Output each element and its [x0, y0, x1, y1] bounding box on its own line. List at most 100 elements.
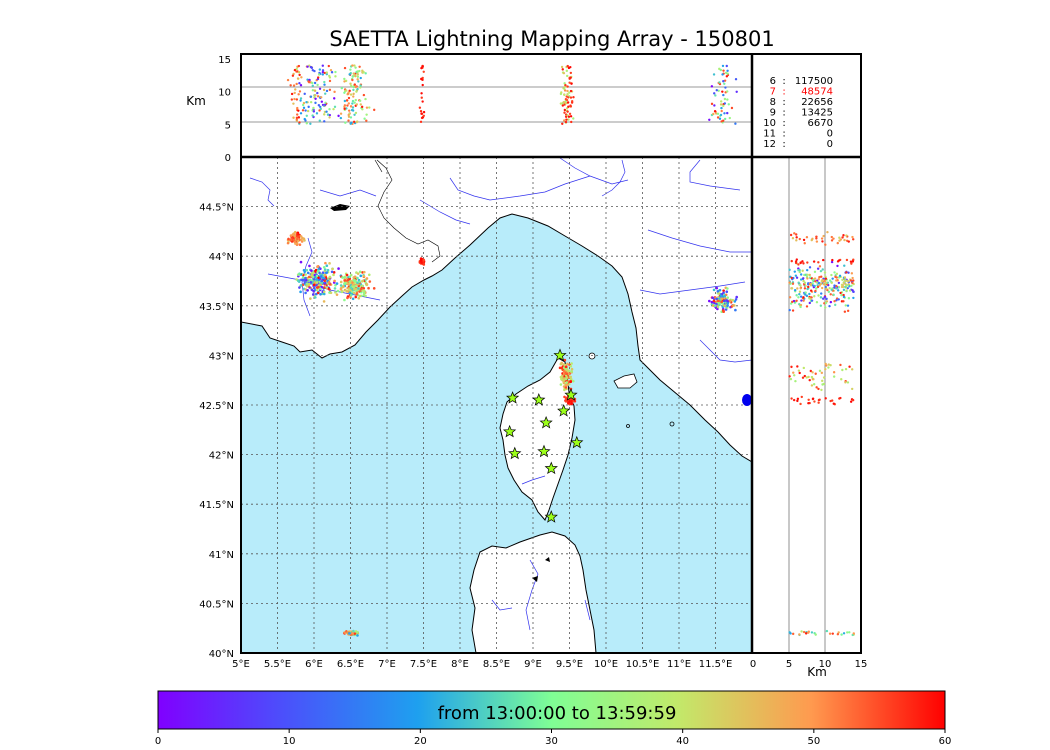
count-separator: : — [782, 129, 785, 140]
lightning-source-alt-lat — [841, 368, 844, 372]
lightning-source-alt-lat — [806, 287, 809, 291]
lightning-source-alt-lat — [838, 236, 841, 239]
lightning-source-alt-lat — [798, 283, 801, 287]
count-row: 9: 13425 — [770, 108, 833, 119]
lightning-source-alt-lat — [843, 264, 846, 267]
lightning-source-lon-alt — [361, 108, 364, 111]
lightning-source-alt-lat — [830, 273, 833, 277]
lightning-source-alt-lat — [795, 258, 799, 261]
lightning-source-alt-lat — [795, 276, 799, 279]
lightning-source-alt-lat — [832, 371, 836, 374]
altitude-lat-x-tick: 5 — [786, 659, 792, 670]
lightning-source-lon-alt — [323, 120, 326, 123]
lightning-source-alt-lat — [813, 277, 817, 280]
lightning-source — [324, 261, 327, 265]
lightning-source-lon-alt — [567, 105, 570, 108]
colorbar-label: from 13:00:00 to 13:59:59 — [438, 703, 677, 724]
lightning-source-lon-alt — [307, 105, 310, 109]
lightning-source-lon-alt — [318, 109, 321, 112]
lightning-source-alt-lat — [824, 275, 827, 278]
lightning-source-lon-alt — [329, 68, 333, 72]
lightning-source-alt-lat — [795, 294, 798, 297]
lightning-source — [569, 375, 572, 379]
lightning-source — [305, 284, 309, 288]
lightning-source-alt-lat — [832, 237, 835, 240]
lightning-source-lon-alt — [726, 98, 729, 101]
lightning-source — [287, 237, 290, 241]
lightning-source-lon-alt — [353, 83, 356, 86]
lightning-source — [723, 294, 727, 298]
lightning-source — [564, 365, 568, 369]
lightning-source-lon-alt — [316, 91, 319, 95]
lightning-source-lon-alt — [305, 122, 309, 125]
lightning-source-alt-lat — [820, 388, 823, 392]
lightning-source-lon-alt — [340, 86, 344, 90]
lightning-source — [339, 286, 343, 290]
lightning-source-lon-alt — [359, 103, 362, 106]
lightning-source — [357, 297, 361, 300]
lightning-source-alt-lat — [805, 268, 809, 272]
lightning-source-alt-lat — [852, 238, 855, 241]
lightning-source-lon-alt — [306, 65, 309, 68]
lightning-source-alt-lat — [836, 289, 840, 292]
lightning-source-lon-alt — [565, 69, 569, 73]
lightning-source-alt-lat — [852, 632, 855, 635]
lightning-source-lon-alt — [725, 64, 728, 68]
map-x-tick-label: 10°E — [594, 659, 618, 670]
lightning-source-lon-alt — [316, 83, 319, 87]
lightning-source — [564, 383, 568, 387]
lightning-source-alt-lat — [797, 263, 800, 266]
lightning-source-alt-lat — [852, 279, 855, 282]
lightning-source — [570, 362, 573, 365]
lightning-source — [361, 284, 364, 288]
station-star-icon — [553, 348, 567, 362]
lightning-source — [347, 288, 351, 291]
lightning-source-lon-alt — [343, 107, 346, 110]
lightning-source — [328, 275, 332, 279]
lightning-source-lon-alt — [304, 119, 307, 122]
map-panel: 5°E 5.5°E 6°E 6.5°E 7°E 7.5°E 8°E 8.5°E 9°E 9.5°E… — [199, 157, 752, 670]
lightning-source-lon-alt — [359, 86, 362, 89]
lightning-source — [348, 632, 351, 635]
lightning-source-lon-alt — [566, 110, 569, 113]
lightning-source-lon-alt — [347, 102, 350, 105]
lightning-source-alt-lat — [841, 278, 844, 282]
lightning-source-lon-alt — [313, 69, 316, 73]
lightning-source-alt-lat — [808, 266, 812, 269]
lightning-source — [353, 287, 356, 291]
lightning-source-lon-alt — [723, 102, 727, 105]
count-value: 22656 — [801, 97, 833, 108]
lightning-source-alt-lat — [789, 302, 793, 305]
lightning-source — [323, 273, 327, 277]
lightning-source — [325, 264, 329, 268]
lightning-source-alt-lat — [825, 281, 828, 285]
lightning-source — [356, 631, 359, 634]
lightning-source-alt-lat — [809, 282, 813, 286]
lightning-source — [295, 237, 299, 241]
lightning-source-alt-lat — [842, 281, 846, 285]
lightning-source-lon-alt — [364, 97, 367, 101]
lightning-source-lon-alt — [363, 117, 366, 120]
count-level: 11 — [763, 129, 776, 140]
lightning-source — [316, 288, 319, 292]
lightning-source-alt-lat — [805, 294, 809, 298]
count-row: 8: 22656 — [770, 97, 833, 108]
lightning-source — [325, 271, 329, 274]
lightning-source-alt-lat — [843, 310, 847, 313]
lightning-source-alt-lat — [793, 374, 796, 377]
lightning-source-lon-alt — [324, 92, 327, 95]
lightning-source-lon-alt — [420, 112, 423, 115]
lightning-source-lon-alt — [419, 120, 423, 124]
lightning-source — [303, 270, 307, 273]
lightning-source-alt-lat — [791, 632, 795, 636]
lightning-source — [305, 268, 309, 272]
lightning-source-lon-alt — [333, 105, 337, 109]
lightning-source-alt-lat — [821, 383, 824, 386]
lightning-source — [313, 286, 316, 290]
lightning-source — [726, 296, 729, 299]
lightning-source-lon-alt — [298, 82, 301, 85]
lightning-source — [724, 308, 728, 311]
lightning-source — [321, 271, 325, 274]
lightning-source-lon-alt — [349, 116, 353, 119]
lightning-source — [299, 260, 303, 264]
